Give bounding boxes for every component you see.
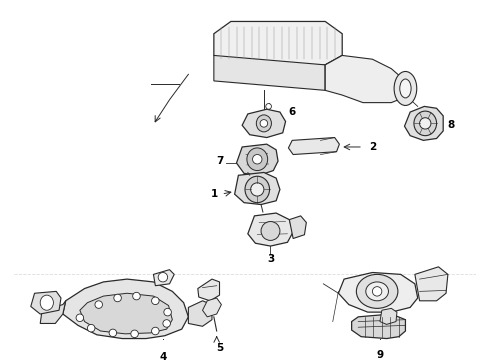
Polygon shape — [80, 293, 172, 334]
Ellipse shape — [158, 273, 168, 282]
Ellipse shape — [356, 274, 398, 309]
Polygon shape — [404, 107, 443, 140]
Polygon shape — [31, 291, 61, 314]
Polygon shape — [352, 314, 405, 338]
Polygon shape — [380, 309, 397, 324]
Polygon shape — [188, 301, 212, 326]
Text: 2: 2 — [368, 142, 376, 152]
Polygon shape — [214, 55, 325, 90]
Ellipse shape — [260, 120, 268, 127]
Text: 5: 5 — [216, 343, 223, 353]
Polygon shape — [248, 213, 293, 246]
Text: 7: 7 — [216, 156, 223, 166]
Ellipse shape — [247, 148, 268, 171]
Ellipse shape — [394, 72, 417, 105]
Ellipse shape — [109, 329, 117, 337]
Ellipse shape — [164, 309, 171, 316]
Polygon shape — [198, 279, 220, 301]
Ellipse shape — [114, 294, 122, 302]
Ellipse shape — [414, 111, 437, 136]
Text: 9: 9 — [376, 350, 384, 360]
Ellipse shape — [256, 115, 271, 132]
Text: 3: 3 — [267, 254, 274, 264]
Ellipse shape — [372, 287, 382, 296]
Polygon shape — [237, 144, 278, 175]
Ellipse shape — [131, 330, 138, 338]
Text: 4: 4 — [159, 352, 167, 360]
Polygon shape — [415, 267, 448, 301]
Text: 8: 8 — [447, 120, 454, 130]
Ellipse shape — [163, 320, 171, 327]
Ellipse shape — [40, 295, 53, 310]
Ellipse shape — [400, 79, 411, 98]
Polygon shape — [242, 109, 286, 138]
Ellipse shape — [76, 314, 84, 321]
Polygon shape — [214, 22, 342, 65]
Polygon shape — [235, 172, 280, 204]
Polygon shape — [289, 138, 340, 154]
Text: 1: 1 — [210, 189, 218, 199]
Ellipse shape — [151, 297, 159, 305]
Ellipse shape — [245, 176, 270, 203]
Polygon shape — [325, 55, 342, 90]
Ellipse shape — [252, 154, 262, 164]
Polygon shape — [202, 298, 221, 317]
Ellipse shape — [151, 327, 159, 335]
Ellipse shape — [251, 183, 264, 196]
Polygon shape — [325, 55, 405, 103]
Ellipse shape — [266, 104, 271, 109]
Ellipse shape — [261, 221, 280, 240]
Ellipse shape — [95, 301, 102, 309]
Ellipse shape — [87, 324, 95, 332]
Polygon shape — [63, 279, 188, 338]
Polygon shape — [339, 273, 417, 312]
Ellipse shape — [133, 292, 140, 300]
Text: 6: 6 — [289, 107, 296, 117]
Ellipse shape — [366, 282, 389, 301]
Ellipse shape — [419, 118, 431, 129]
Polygon shape — [40, 301, 66, 323]
Polygon shape — [290, 216, 306, 239]
Polygon shape — [153, 270, 174, 286]
